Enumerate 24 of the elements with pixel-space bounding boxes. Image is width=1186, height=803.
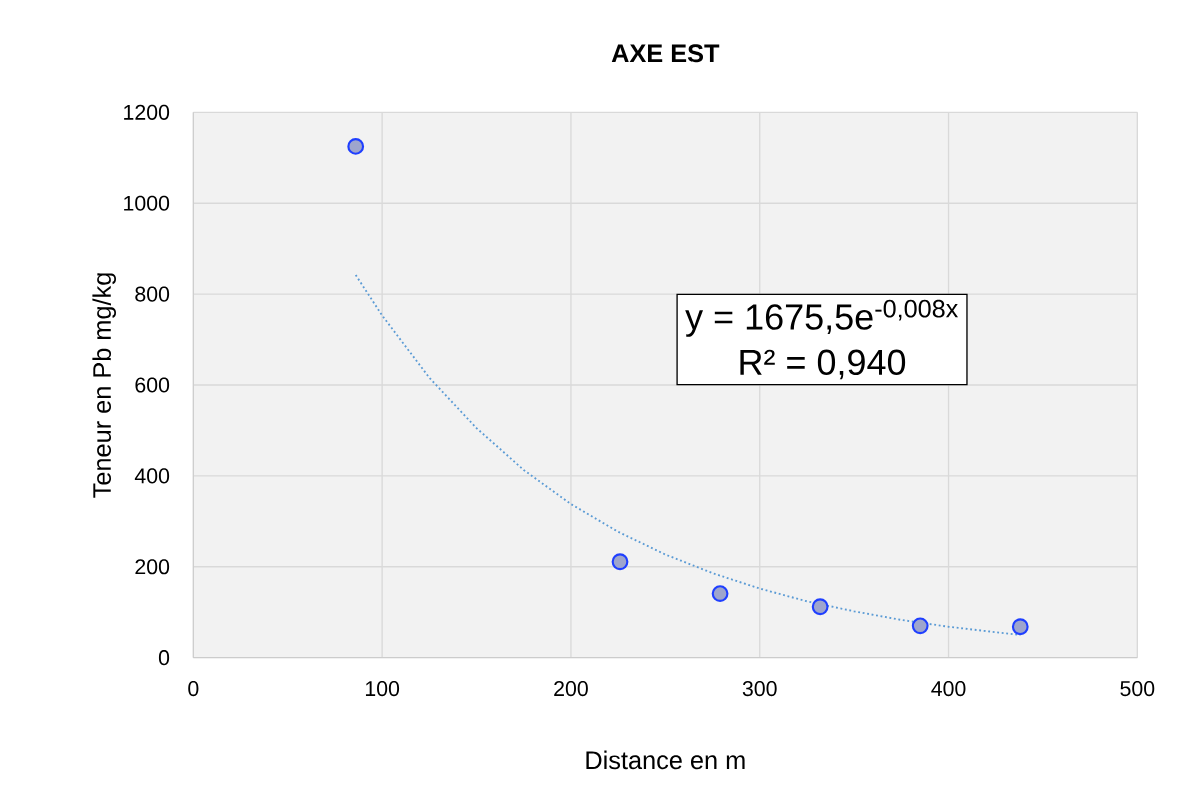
y-tick-label: 400 <box>134 468 170 484</box>
point <box>1011 618 1029 636</box>
y-tick-label: 200 <box>135 559 170 575</box>
point <box>611 553 629 571</box>
point <box>711 585 729 602</box>
annotation: R² = 0,940 <box>740 349 906 380</box>
x-tick-label: 200 <box>554 681 588 697</box>
y-tick-label: 1200 <box>124 104 170 120</box>
x-tick-label: 0 <box>188 681 199 697</box>
annotation: y = 1675,5e$^{-0,008x}$ <box>685 299 959 337</box>
x-tick-label: 400 <box>931 681 966 697</box>
point <box>911 617 929 635</box>
y-tick-label: 0 <box>158 650 170 666</box>
x-tick-label: 100 <box>365 681 400 697</box>
x-axis-title: Distance en m <box>586 750 745 770</box>
y-tick-label: 600 <box>135 377 170 393</box>
y-tick-label: 800 <box>135 286 170 302</box>
chart-title: AXE EST <box>611 44 720 63</box>
x-tick-label: 500 <box>1120 681 1155 697</box>
point <box>347 138 365 155</box>
point <box>811 598 829 616</box>
y-axis-title: Teneur en Pb mg/kg <box>92 273 117 498</box>
y-tick-label: 1000 <box>124 195 170 211</box>
x-tick-label: 300 <box>742 681 777 697</box>
